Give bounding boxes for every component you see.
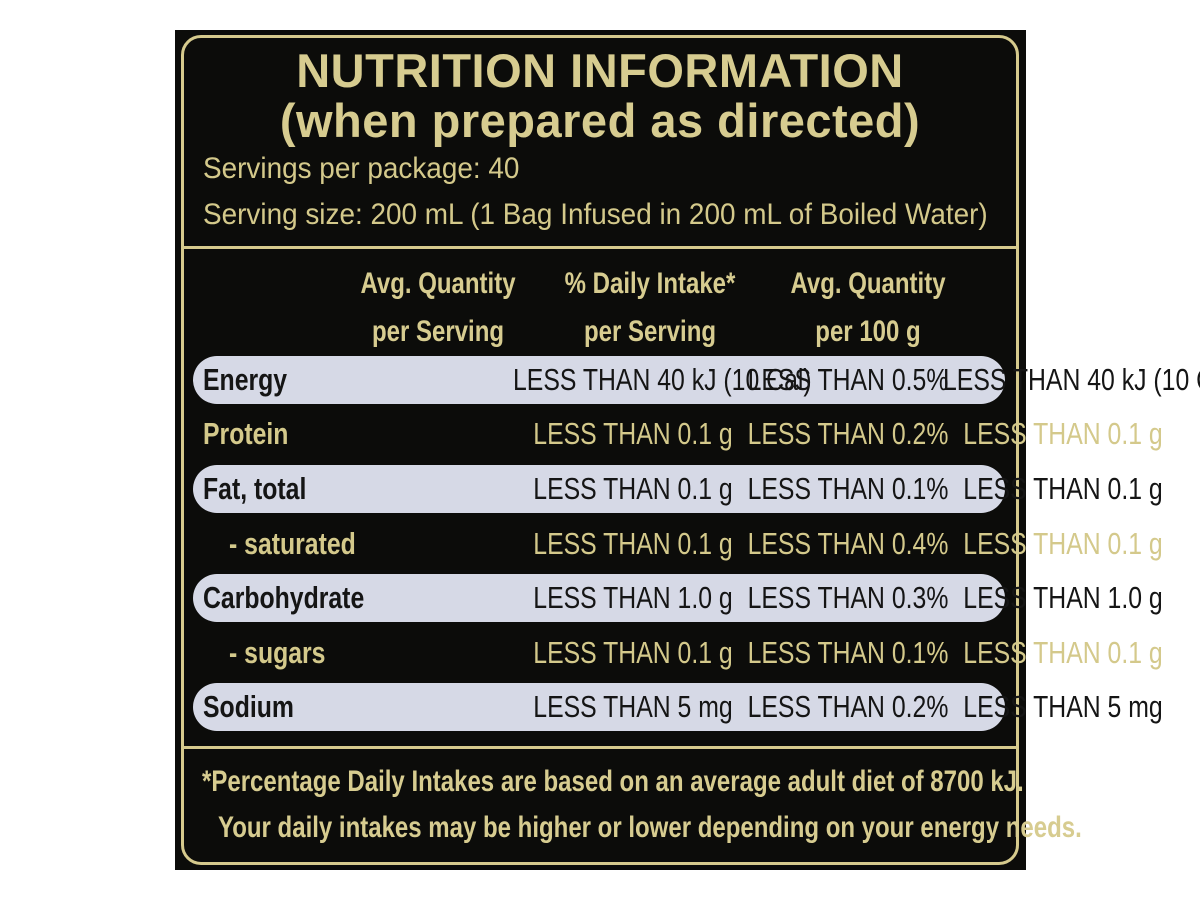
divider-bottom xyxy=(184,746,1016,749)
per-100g-value: LESS THAN 1.0 g xyxy=(963,580,1163,615)
column-header-line1: Avg. Quantity xyxy=(790,267,946,300)
row-label: Energy xyxy=(203,362,288,397)
row-label: - saturated xyxy=(229,526,356,561)
row-label: - sugars xyxy=(229,635,326,670)
per-serving-value: LESS THAN 5 mg xyxy=(533,689,733,724)
daily-intake-value: LESS THAN 0.2% xyxy=(747,416,949,451)
row-label: Protein xyxy=(203,416,289,451)
column-header-line2: per Serving xyxy=(371,315,505,348)
divider-top xyxy=(184,246,1016,249)
column-header-line1: Avg. Quantity xyxy=(360,267,516,300)
per-100g-value: LESS THAN 0.1 g xyxy=(963,526,1163,561)
serving-size: Serving size: 200 mL (1 Bag Infused in 2… xyxy=(203,198,988,231)
panel-title: NUTRITION INFORMATION xyxy=(296,44,904,97)
per-serving-value: LESS THAN 40 kJ (10 Cal) xyxy=(513,362,812,397)
footnote-line-2: Your daily intakes may be higher or lowe… xyxy=(218,811,1082,844)
per-100g-value: LESS THAN 40 kJ (10 Cal) xyxy=(943,362,1200,397)
per-serving-value: LESS THAN 0.1 g xyxy=(533,526,733,561)
column-header-per-100g: Avg. Quantity per 100 g xyxy=(772,260,964,356)
column-header-daily-intake: % Daily Intake* per Serving xyxy=(554,260,746,356)
table-row-sugars: - sugars LESS THAN 0.1 g LESS THAN 0.1% … xyxy=(193,629,1163,677)
per-serving-value: LESS THAN 0.1 g xyxy=(533,471,733,506)
table-row-fat-total: Fat, total LESS THAN 0.1 g LESS THAN 0.1… xyxy=(193,465,1163,513)
table-row-sodium: Sodium LESS THAN 5 mg LESS THAN 0.2% LES… xyxy=(193,683,1163,731)
daily-intake-value: LESS THAN 0.4% xyxy=(747,526,949,561)
panel-border xyxy=(181,35,1019,865)
table-row-protein: Protein LESS THAN 0.1 g LESS THAN 0.2% L… xyxy=(193,410,1163,458)
table-row-energy: Energy LESS THAN 40 kJ (10 Cal) LESS THA… xyxy=(193,356,1200,404)
row-label: Sodium xyxy=(203,689,294,724)
row-label: Fat, total xyxy=(203,471,307,506)
daily-intake-value: LESS THAN 0.1% xyxy=(747,635,949,670)
per-100g-value: LESS THAN 0.1 g xyxy=(963,635,1163,670)
column-header-line2: per 100 g xyxy=(815,315,921,348)
column-header-per-serving: Avg. Quantity per Serving xyxy=(342,260,534,356)
per-100g-value: LESS THAN 5 mg xyxy=(963,689,1163,724)
per-serving-value: LESS THAN 1.0 g xyxy=(533,580,733,615)
column-header-line2: per Serving xyxy=(583,315,717,348)
per-serving-value: LESS THAN 0.1 g xyxy=(533,635,733,670)
servings-per-package: Servings per package: 40 xyxy=(203,152,520,185)
daily-intake-value: LESS THAN 0.2% xyxy=(747,689,949,724)
per-serving-value: LESS THAN 0.1 g xyxy=(533,416,733,451)
table-row-saturated: - saturated LESS THAN 0.1 g LESS THAN 0.… xyxy=(193,520,1163,568)
daily-intake-value: LESS THAN 0.3% xyxy=(747,580,949,615)
daily-intake-value: LESS THAN 0.5% xyxy=(747,362,949,397)
table-row-carbohydrate: Carbohydrate LESS THAN 1.0 g LESS THAN 0… xyxy=(193,574,1163,622)
per-100g-value: LESS THAN 0.1 g xyxy=(963,416,1163,451)
footnote-line-1: *Percentage Daily Intakes are based on a… xyxy=(202,765,1024,798)
column-header-line1: % Daily Intake* xyxy=(564,267,736,300)
daily-intake-value: LESS THAN 0.1% xyxy=(747,471,949,506)
per-100g-value: LESS THAN 0.1 g xyxy=(963,471,1163,506)
row-label: Carbohydrate xyxy=(203,580,365,615)
panel-subtitle: (when prepared as directed) xyxy=(279,94,921,147)
